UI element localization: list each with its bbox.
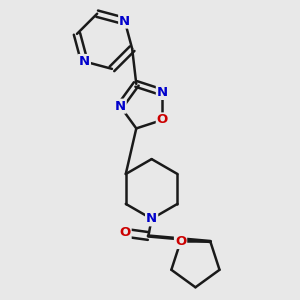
Text: O: O	[175, 235, 186, 248]
Text: N: N	[157, 86, 168, 99]
Text: N: N	[115, 100, 126, 113]
Text: N: N	[146, 212, 157, 225]
Text: O: O	[157, 113, 168, 126]
Text: O: O	[119, 226, 130, 239]
Text: N: N	[119, 15, 130, 28]
Text: N: N	[79, 55, 90, 68]
